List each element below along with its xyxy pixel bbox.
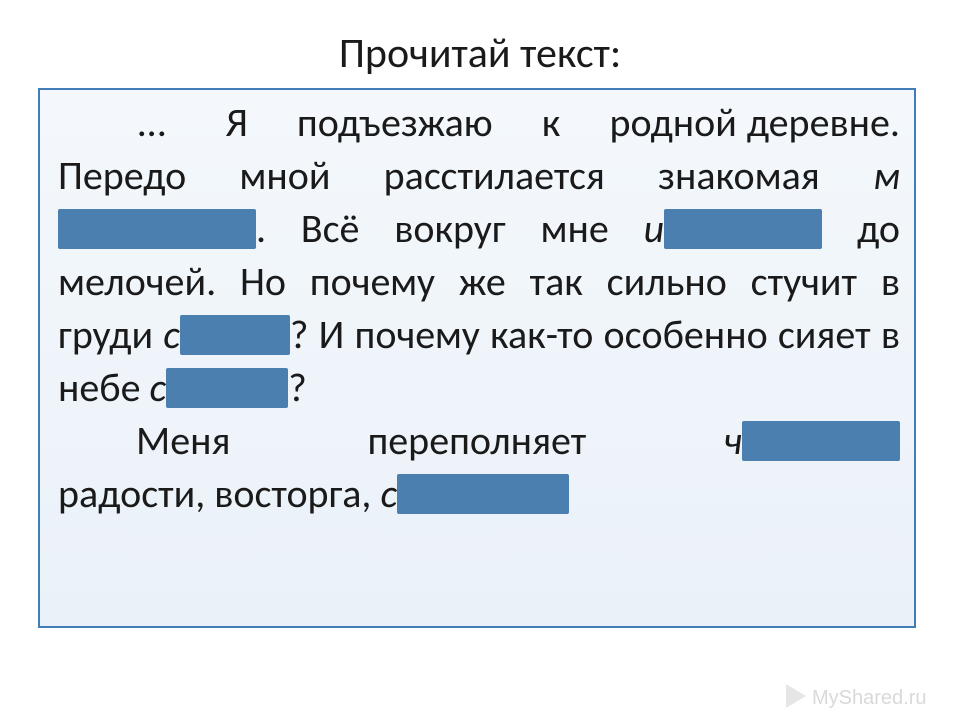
text-frame: … Я подъезжаю к родной деревне. Передо м… <box>38 88 916 628</box>
it-ch: ч <box>723 416 742 465</box>
play-icon <box>786 684 806 708</box>
redact-6 <box>397 474 569 514</box>
w-rodnoy: родной <box>609 98 736 147</box>
it-s2: с <box>150 363 167 412</box>
it-s1: с <box>163 310 180 359</box>
w-perepolnyaet: переполняет <box>367 416 586 465</box>
redact-1 <box>58 209 256 249</box>
seg-14: ? <box>288 363 307 412</box>
redact-4 <box>166 368 288 408</box>
slide-title: Прочитай текст: <box>0 28 960 79</box>
watermark: MyShared.ru <box>784 676 954 716</box>
it-s3: с <box>380 469 397 518</box>
it-i: и <box>644 204 665 253</box>
watermark-text: MyShared.ru <box>812 687 927 709</box>
slide: Прочитай текст: … Я подъезжаю к родной д… <box>0 0 960 720</box>
seg-8: . Всё вокруг мне <box>256 204 644 253</box>
body-text: … Я подъезжаю к родной деревне. Передо м… <box>58 96 900 520</box>
w-k: к <box>542 98 561 147</box>
w-ya: Я <box>226 98 248 147</box>
w-menya: Меня <box>136 416 230 465</box>
w-podezzhayu: подъезжаю <box>297 98 493 147</box>
redact-5 <box>742 421 900 461</box>
redact-3 <box>180 315 290 355</box>
redact-2 <box>664 209 822 249</box>
it-m: м <box>873 151 900 200</box>
seg-18: радости, восторга, <box>58 469 380 518</box>
ellipsis: … <box>138 98 167 147</box>
